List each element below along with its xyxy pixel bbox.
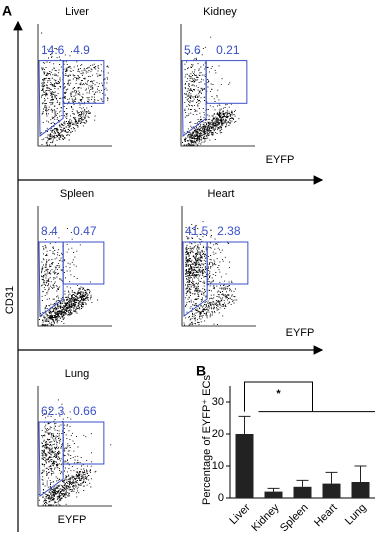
error-bar xyxy=(354,465,367,482)
x-axis-label: EYFP xyxy=(286,327,315,339)
gate-right xyxy=(62,421,105,465)
x-tick-label: Kidney xyxy=(249,501,282,534)
y-axis-label: CD31 xyxy=(4,286,16,314)
error-bar xyxy=(325,471,338,484)
annotation: * xyxy=(276,388,281,400)
error-bar xyxy=(238,415,251,434)
plot-axes xyxy=(37,386,112,507)
gate-right xyxy=(62,60,105,104)
bar xyxy=(322,483,341,498)
plot-axes xyxy=(180,24,255,147)
panel-label: A xyxy=(2,3,12,19)
gate-left xyxy=(182,241,208,317)
y-tick-label: 10 xyxy=(212,460,224,472)
gate-left xyxy=(181,60,207,138)
bar xyxy=(235,434,254,498)
plot-axes xyxy=(37,24,112,147)
gate-number: 62.3 xyxy=(41,404,65,418)
plot-title: Lung xyxy=(65,368,89,380)
gate-number: 0.21 xyxy=(216,43,240,57)
bar xyxy=(293,486,312,498)
dot-cloud xyxy=(39,399,112,506)
y-tick-label: 30 xyxy=(212,396,224,408)
gate-right xyxy=(205,60,248,104)
dot-cloud xyxy=(183,221,238,326)
gate-number: 2.38 xyxy=(217,224,241,238)
gate-number: 0.66 xyxy=(73,404,97,418)
dot-cloud xyxy=(40,32,109,146)
gate-number: 0.47 xyxy=(73,224,97,238)
x-tick-label: Heart xyxy=(312,502,340,530)
y-tick-label: 20 xyxy=(212,428,224,440)
error-bar xyxy=(296,479,309,487)
plot-axes xyxy=(181,206,256,327)
gate-left xyxy=(38,421,64,497)
plot-axes xyxy=(37,206,112,327)
gate-number: 4.9 xyxy=(73,43,90,57)
gate-number: 8.4 xyxy=(41,224,58,238)
gate-right xyxy=(206,241,249,285)
bar xyxy=(351,482,370,498)
plot-title: Spleen xyxy=(60,188,94,200)
x-tick-label: Liver xyxy=(227,501,253,527)
x-axis-label: EYFP xyxy=(58,514,87,526)
plot-title: Heart xyxy=(208,188,235,200)
gate-number: 5.6 xyxy=(184,43,201,57)
x-tick-label: Lung xyxy=(343,502,369,528)
gate-number: 41.5 xyxy=(185,224,209,238)
y-tick-label: 0 xyxy=(218,492,224,504)
gate-left xyxy=(38,60,64,138)
bar xyxy=(264,491,283,498)
x-tick-label: Spleen xyxy=(278,502,311,535)
gate-number: 14.6 xyxy=(41,43,65,57)
significance-bracket xyxy=(244,381,375,413)
plot-title: Kidney xyxy=(203,6,237,18)
gate-right xyxy=(62,241,105,285)
panel-label: B xyxy=(196,363,206,379)
error-bar xyxy=(267,487,280,492)
plot-title: Liver xyxy=(65,6,89,18)
gate-left xyxy=(38,241,64,317)
x-axis-label: EYFP xyxy=(266,154,295,166)
y-axis-label: Percentage of EYFP⁺ ECs xyxy=(201,375,213,505)
